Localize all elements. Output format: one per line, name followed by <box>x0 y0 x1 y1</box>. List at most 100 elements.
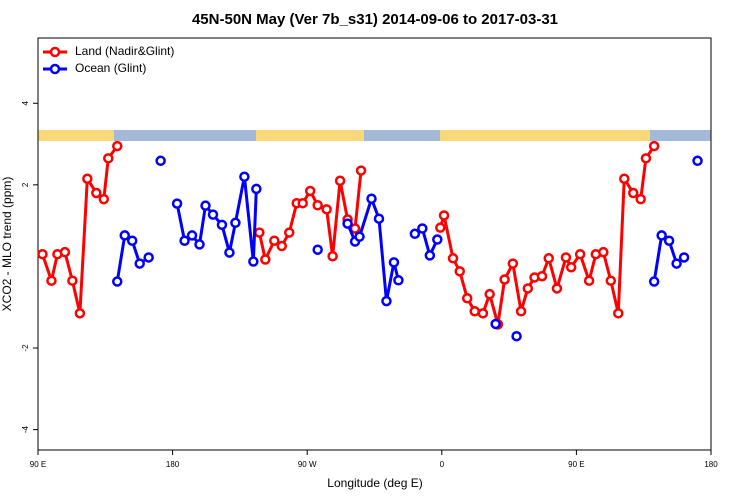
data-point <box>648 140 660 152</box>
data-point <box>59 246 71 258</box>
data-point <box>216 219 228 231</box>
land-strip <box>38 130 114 141</box>
data-point <box>112 140 123 152</box>
data-point <box>327 250 338 262</box>
data-point <box>366 193 377 204</box>
y-axis-label: XCO2 - MLO trend (ppm) <box>0 177 14 312</box>
x-tick-label: 90 W <box>298 460 317 469</box>
legend-label: Ocean (Glint) <box>75 61 146 75</box>
data-point <box>469 306 480 317</box>
data-point <box>432 234 443 245</box>
data-point <box>388 257 400 268</box>
data-point <box>91 187 102 199</box>
data-point <box>565 262 577 273</box>
data-point <box>179 235 190 246</box>
data-point <box>224 247 235 258</box>
data-point <box>126 235 138 246</box>
data-point <box>312 199 323 211</box>
data-point <box>447 253 459 264</box>
data-point <box>619 173 630 184</box>
data-point <box>248 256 259 267</box>
data-point <box>46 275 57 286</box>
data-point <box>67 275 78 286</box>
y-tick-label: 2 <box>21 182 30 187</box>
data-point <box>134 258 145 269</box>
data-point <box>640 153 652 164</box>
data-point <box>381 295 392 307</box>
data-point <box>260 254 271 265</box>
data-point <box>355 165 367 176</box>
data-point <box>454 266 465 277</box>
data-point <box>230 217 241 229</box>
data-point <box>112 276 123 287</box>
data-point <box>276 240 288 252</box>
y-tick-label: -4 <box>21 426 30 434</box>
data-point <box>171 198 183 209</box>
data-point <box>239 171 250 182</box>
data-point <box>627 187 639 199</box>
data-point <box>393 275 404 286</box>
data-point <box>373 213 385 224</box>
data-point <box>551 283 563 294</box>
data-point <box>477 308 489 319</box>
data-point <box>254 227 265 238</box>
data-point <box>671 258 682 269</box>
data-point <box>648 276 660 287</box>
y-tick-label: 4 <box>21 100 30 105</box>
data-point <box>678 252 690 263</box>
data-point <box>515 306 527 317</box>
data-point <box>490 318 501 330</box>
data-point <box>334 175 346 187</box>
x-tick-label: 0 <box>440 460 445 469</box>
data-point <box>143 252 154 263</box>
data-point <box>598 246 609 258</box>
data-point <box>543 253 554 264</box>
data-point <box>499 274 510 285</box>
data-point <box>200 200 211 211</box>
land-strip <box>440 130 650 141</box>
data-point <box>424 250 436 261</box>
data-point <box>37 248 48 260</box>
data-point <box>82 173 93 184</box>
data-point <box>613 308 624 319</box>
data-point <box>354 231 365 242</box>
series <box>112 155 703 342</box>
data-point <box>438 210 450 221</box>
data-point <box>461 293 473 304</box>
chart-title: 45N-50N May (Ver 7b_s31) 2014-09-06 to 2… <box>192 11 558 28</box>
data-point <box>342 218 353 229</box>
ocean-strip <box>38 130 711 141</box>
data-point <box>417 223 428 234</box>
plot-frame <box>37 37 712 451</box>
x-tick-label: 180 <box>166 460 180 469</box>
series <box>37 140 660 330</box>
legend-label: Land (Nadir&Glint) <box>75 44 174 58</box>
data-point <box>304 185 316 197</box>
data-point <box>663 235 675 246</box>
data-point <box>312 244 323 255</box>
data-point <box>194 239 205 250</box>
x-tick-label: 90 E <box>30 460 46 469</box>
data-point <box>574 248 586 260</box>
data-point <box>251 183 262 195</box>
data-point <box>186 230 198 241</box>
y-tick-label: -2 <box>21 344 30 352</box>
x-tick-label: 180 <box>704 460 718 469</box>
data-point <box>284 227 295 238</box>
data-point <box>98 193 110 205</box>
data-point <box>74 308 86 319</box>
data-point <box>692 155 703 167</box>
data-point <box>522 283 534 294</box>
data-point <box>207 209 219 220</box>
data-point <box>583 275 595 286</box>
data-point <box>507 258 519 269</box>
data-point <box>560 252 572 263</box>
data-point <box>656 230 667 241</box>
legend-marker <box>49 46 61 58</box>
data-point <box>269 235 280 246</box>
data-point <box>297 197 308 209</box>
legend-marker <box>49 63 61 75</box>
